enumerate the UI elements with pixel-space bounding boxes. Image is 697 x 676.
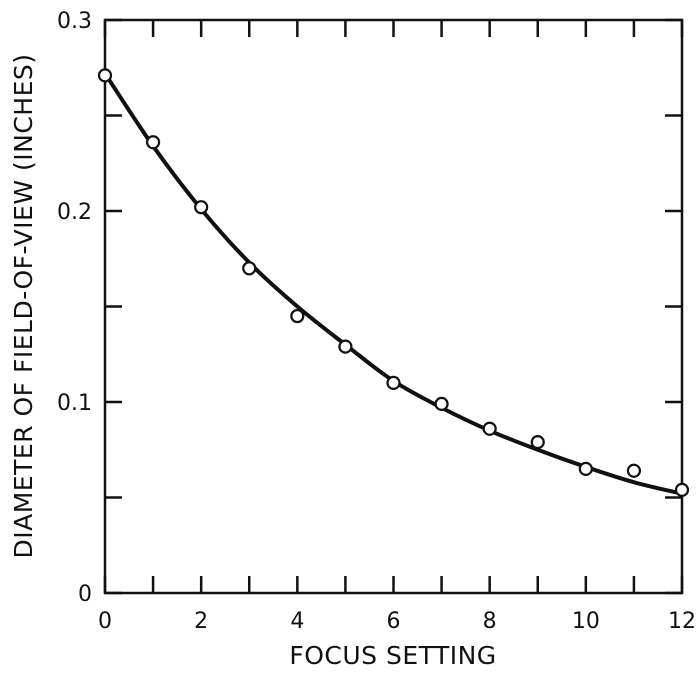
x-axis-label: FOCUS SETTING (289, 641, 496, 670)
data-point (338, 339, 353, 354)
data-point (482, 421, 497, 436)
data-point (434, 396, 449, 412)
data-point (145, 135, 161, 150)
x-tick-label: 12 (668, 609, 696, 634)
data-point (386, 375, 401, 390)
data-point (674, 482, 690, 497)
axis-tick-labels: 0 2 4 6 8 10 12 0 0.1 0.2 0.3 (57, 9, 696, 634)
x-tick-label: 2 (194, 609, 208, 634)
data-point (290, 308, 305, 324)
y-axis-label: DIAMETER OF FIELD-OF-VIEW (INCHES) (9, 54, 38, 559)
data-point (242, 261, 257, 276)
plot-frame (103, 18, 684, 595)
y-tick-label: 0.1 (57, 391, 92, 416)
data-series (97, 68, 690, 497)
data-point (626, 463, 642, 478)
x-tick-label: 6 (387, 609, 401, 634)
data-point (97, 68, 113, 83)
y-tick-label: 0.3 (57, 9, 92, 34)
axis-ticks (103, 18, 684, 595)
fit-curve (103, 71, 684, 496)
x-tick-label: 0 (98, 609, 112, 634)
x-tick-label: 8 (483, 609, 497, 634)
x-tick-label: 4 (290, 609, 304, 634)
data-point (530, 435, 545, 450)
data-point (194, 200, 209, 215)
y-tick-label: 0.2 (57, 200, 92, 225)
y-tick-label: 0 (78, 582, 92, 607)
data-point (578, 461, 593, 476)
x-tick-label: 10 (572, 609, 600, 634)
